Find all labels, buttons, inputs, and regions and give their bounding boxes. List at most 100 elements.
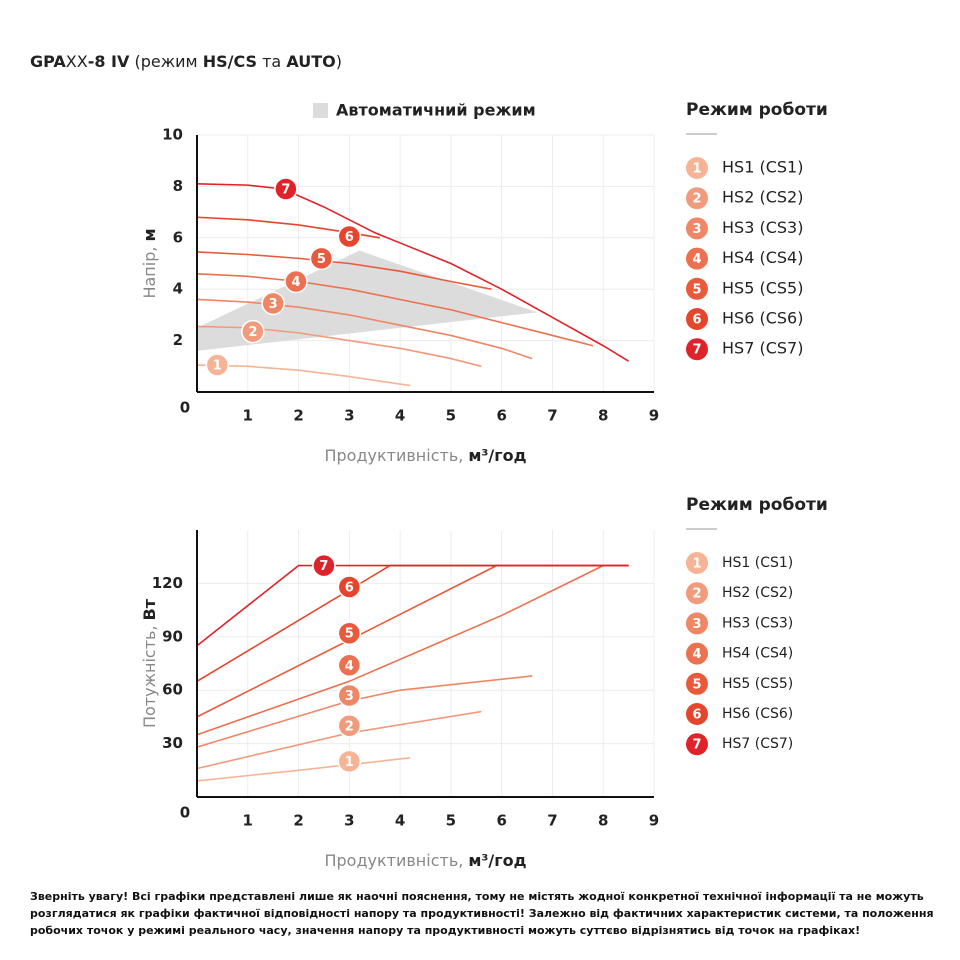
x-tick-label: 1 xyxy=(243,407,253,425)
legend-label: HS1 (CS1) xyxy=(722,158,803,177)
legend-label: HS5 (CS5) xyxy=(722,278,803,297)
y-axis-unit: Вт xyxy=(140,598,159,620)
y-axis-unit: м xyxy=(140,228,159,241)
legend-label: HS7 (CS7) xyxy=(722,736,793,752)
y-tick-label: 30 xyxy=(162,734,183,752)
x-tick-label: 2 xyxy=(293,812,303,830)
legend-marker xyxy=(686,582,708,605)
marker-label: 4 xyxy=(345,659,354,674)
series-marker xyxy=(337,714,362,738)
title-part: та xyxy=(257,52,286,71)
legend-label: HS1 (CS1) xyxy=(722,555,793,571)
legend-marker-label: 7 xyxy=(692,343,701,358)
legend-swatch xyxy=(313,103,328,118)
marker-label: 6 xyxy=(345,580,354,595)
series-line xyxy=(196,757,411,782)
x-tick-label: 6 xyxy=(496,407,506,425)
marker-label: 7 xyxy=(281,182,290,197)
series-marker xyxy=(337,621,362,645)
legend-marker-label: 3 xyxy=(692,222,701,237)
series-marker xyxy=(337,653,362,678)
title-part: HS/CS xyxy=(203,52,257,71)
series-line xyxy=(196,298,533,360)
x-tick-label: 9 xyxy=(649,812,659,830)
series-line xyxy=(196,564,629,647)
marker-label: 5 xyxy=(345,627,354,642)
title-part: GPA xyxy=(30,52,66,71)
legend-label: HS5 (CS5) xyxy=(722,676,793,692)
x-tick-label: 1 xyxy=(243,812,253,830)
legend-marker xyxy=(686,642,708,665)
x-tick-label: 5 xyxy=(446,407,456,425)
legend-label: HS2 (CS2) xyxy=(722,585,793,601)
legend-label: HS2 (CS2) xyxy=(722,188,803,207)
legend-label: Автоматичний режим xyxy=(336,101,536,120)
note: Зверніть увагу! Всі графіки представлені… xyxy=(30,890,934,937)
legend-marker-label: 1 xyxy=(692,162,701,177)
title-part: XX xyxy=(66,52,88,71)
legend-label: HS3 (CS3) xyxy=(722,615,793,631)
series-marker xyxy=(241,319,265,344)
series-line xyxy=(196,364,411,387)
marker-label: 2 xyxy=(248,325,257,340)
legend-marker-label: 4 xyxy=(692,252,701,267)
series-marker xyxy=(274,177,298,201)
marker-label: 7 xyxy=(319,559,328,574)
series-marker xyxy=(337,683,362,708)
marker-label: 5 xyxy=(317,252,326,267)
legend-marker xyxy=(686,703,708,725)
y-tick-label: 90 xyxy=(162,627,183,645)
legend-marker-label: 6 xyxy=(692,708,701,723)
marker-label: 6 xyxy=(345,230,354,245)
y-tick-label: 10 xyxy=(162,126,183,144)
x-tick-label: 3 xyxy=(344,812,354,830)
legend-label: HS6 (CS6) xyxy=(722,309,803,328)
x-tick-label: 8 xyxy=(598,812,608,830)
series-marker xyxy=(284,269,308,294)
y-tick-label: 4 xyxy=(173,280,183,298)
x-tick-label: 7 xyxy=(547,812,557,830)
legend-marker-label: 3 xyxy=(692,617,701,632)
legend-marker xyxy=(686,187,708,210)
x-tick-label: 3 xyxy=(344,407,354,425)
series-marker xyxy=(312,553,336,578)
origin-label: 0 xyxy=(180,399,190,417)
auto-area xyxy=(197,250,538,351)
marker-label: 1 xyxy=(213,359,222,374)
title-part: AUTO xyxy=(286,52,335,71)
marker-label: 3 xyxy=(345,689,354,704)
legend-marker-label: 7 xyxy=(692,738,701,753)
x-tick-label: 5 xyxy=(446,812,456,830)
legend-marker xyxy=(686,612,708,635)
legend-marker-label: 4 xyxy=(692,647,701,662)
legend-marker xyxy=(686,247,708,270)
series-marker xyxy=(337,575,362,599)
y-axis-title-text: Потужність, xyxy=(140,625,159,728)
y-tick-label: 8 xyxy=(173,177,183,195)
y-tick-label: 120 xyxy=(152,574,183,592)
x-tick-label: 7 xyxy=(547,407,557,425)
legend-marker-label: 1 xyxy=(692,557,701,572)
series-line xyxy=(196,564,629,736)
title-part: ) xyxy=(336,52,342,71)
legend-marker-label: 2 xyxy=(692,192,701,207)
y-tick-label: 60 xyxy=(162,681,183,699)
legend-marker xyxy=(686,552,708,574)
page-title: GPAXX-8 IV (режим HS/CS та AUTO) xyxy=(30,52,342,71)
marker-label: 1 xyxy=(345,755,354,770)
series-marker xyxy=(205,353,230,377)
y-tick-label: 2 xyxy=(173,331,183,349)
series-line xyxy=(196,564,629,718)
series-line xyxy=(196,251,492,290)
x-axis-title-text: Продуктивність, xyxy=(324,446,463,465)
series-marker xyxy=(337,749,362,774)
legend-marker xyxy=(686,157,708,179)
legend-marker xyxy=(686,217,708,240)
y-axis-title: Потужність, Вт xyxy=(140,598,159,728)
legend-marker-label: 6 xyxy=(692,313,701,328)
legend-label: HS6 (CS6) xyxy=(722,706,793,722)
x-tick-label: 6 xyxy=(496,812,506,830)
y-axis-title: Напір, м xyxy=(140,228,159,298)
